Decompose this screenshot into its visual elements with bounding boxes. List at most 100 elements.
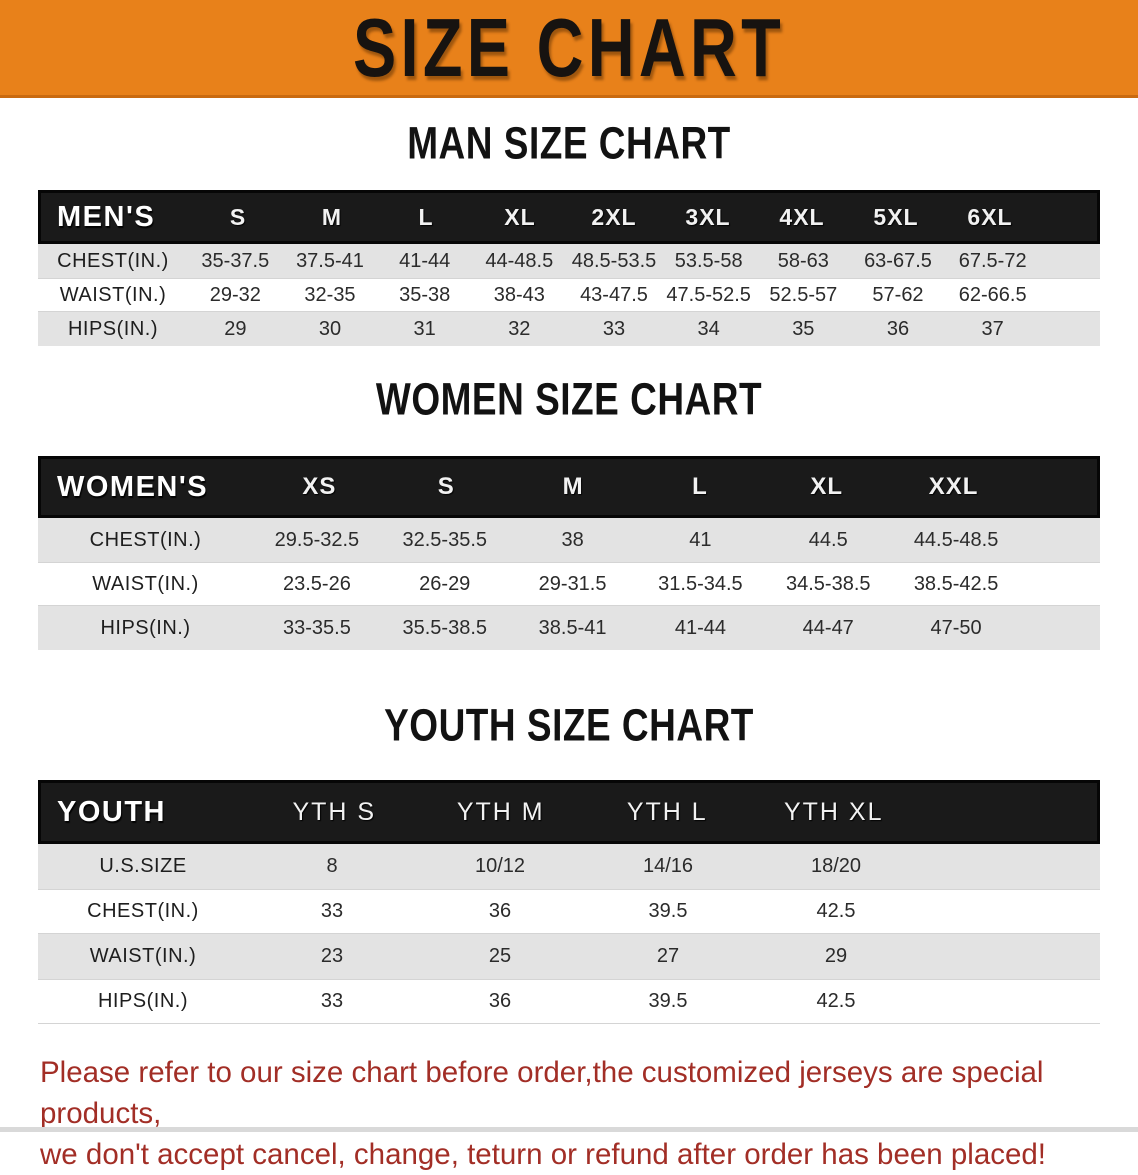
table-header-row: WOMEN'S XS S M L XL XXL — [38, 456, 1100, 518]
cell-value: 34 — [697, 317, 720, 340]
size-column-header: YTH L — [626, 797, 708, 826]
cell-value: 47.5-52.5 — [666, 283, 751, 306]
table-row: CHEST(IN.) 29.5-32.5 32.5-35.5 38 41 44.5 44.5… — [38, 518, 1100, 562]
cell-value: 32 — [508, 317, 531, 340]
size-column-header: YTH M — [456, 797, 545, 826]
cell-value: 39.5 — [648, 900, 688, 922]
cell-value: 57-62 — [872, 283, 924, 306]
table-row: WAIST(IN.) 23.5-26 26-29 29-31.5 31.5-34.5 34… — [38, 562, 1100, 606]
banner: SIZE CHART — [0, 0, 1138, 98]
cell-value: 48.5-53.5 — [571, 249, 657, 272]
size-column-header: M — [562, 473, 584, 500]
table-header-row: YOUTH YTH S YTH M YTH L YTH XL — [38, 780, 1100, 844]
cell-value: 31.5-34.5 — [658, 572, 743, 595]
table-row: HIPS(IN.) 33-35.5 35.5-38.5 38.5-41 41-44 44-… — [38, 606, 1100, 650]
row-label: HIPS(IN.) — [97, 990, 189, 1012]
cell-value: 44.5 — [808, 528, 848, 551]
size-column-header: XL — [504, 203, 536, 230]
cell-value: 43-47.5 — [580, 283, 648, 306]
cell-value: 39.5 — [648, 990, 688, 1012]
table-row: WAIST(IN.) 23 25 27 29 — [38, 934, 1100, 979]
cell-value: 36 — [488, 900, 512, 922]
row-label: WAIST(IN.) — [89, 945, 197, 967]
cell-value: 62-66.5 — [958, 283, 1027, 306]
cell-value: 44.5-48.5 — [913, 528, 999, 551]
disclaimer-line-1: Please refer to our size chart before or… — [40, 1056, 1044, 1130]
cell-value: 63-67.5 — [864, 249, 932, 272]
cell-value: 33 — [320, 990, 344, 1012]
table-row: U.S.SIZE 8 10/12 14/16 18/20 — [38, 844, 1100, 889]
disclaimer-line-2: we don't accept cancel, change, teturn o… — [40, 1138, 1046, 1171]
row-label: HIPS(IN.) — [100, 616, 191, 639]
table-group-label: WOMEN'S — [57, 470, 209, 503]
row-label: WAIST(IN.) — [59, 283, 167, 306]
cell-value: 33-35.5 — [282, 616, 351, 639]
cell-value: 25 — [488, 945, 512, 967]
women-size-table: WOMEN'S XS S M L XL XXL CHEST(IN.) 29.5-32.5 32.5… — [38, 456, 1100, 650]
table-row: WAIST(IN.) 29-32 32-35 35-38 38-43 43-47.5 47.… — [38, 278, 1100, 312]
size-column-header: L — [692, 473, 708, 500]
cell-value: 34.5-38.5 — [785, 572, 871, 595]
size-column-header: 3XL — [685, 203, 731, 230]
cell-value: 29 — [224, 317, 247, 340]
size-column-header: XL — [810, 473, 844, 500]
table-row: HIPS(IN.) 29 30 31 32 33 34 35 36 37 — [38, 312, 1100, 346]
cell-value: 23.5-26 — [282, 572, 351, 595]
table-row: CHEST(IN.) 33 36 39.5 42.5 — [38, 889, 1100, 934]
cell-value: 42.5 — [816, 990, 856, 1012]
row-label: CHEST(IN.) — [87, 900, 199, 922]
cell-value: 67.5-72 — [958, 249, 1027, 272]
cell-value: 35 — [792, 317, 815, 340]
cell-value: 33 — [602, 317, 626, 340]
size-column-header: 6XL — [967, 203, 1013, 230]
cell-value: 26-29 — [419, 572, 471, 595]
table-row: HIPS(IN.) 33 36 39.5 42.5 — [38, 979, 1100, 1024]
size-column-header: XXL — [928, 473, 979, 500]
table-group-label: MEN'S — [57, 200, 156, 233]
size-column-header: S — [437, 473, 455, 500]
size-column-header: 2XL — [591, 203, 637, 230]
cell-value: 33 — [320, 900, 344, 922]
men-size-table: MEN'S S M L XL 2XL 3XL 4XL 5XL 6XL CHEST(IN.) 35-37… — [38, 190, 1100, 346]
youth-size-section: YOUTH SIZE CHART YOUTH YTH S YTH M YTH L YTH… — [0, 700, 1138, 1024]
cell-value: 58-63 — [777, 249, 829, 272]
cell-value: 38 — [561, 528, 584, 551]
size-column-header: 5XL — [873, 203, 919, 230]
banner-title: SIZE CHART — [353, 1, 785, 94]
cell-value: 23 — [320, 945, 344, 967]
cell-value: 35-37.5 — [201, 249, 270, 272]
cell-value: 27 — [656, 945, 680, 967]
cell-value: 37.5-41 — [296, 249, 364, 272]
cell-value: 29 — [824, 945, 848, 967]
table-header-row: MEN'S S M L XL 2XL 3XL 4XL 5XL 6XL — [38, 190, 1100, 244]
cell-value: 41-44 — [399, 249, 451, 272]
row-label: CHEST(IN.) — [57, 249, 169, 272]
row-label: U.S.SIZE — [99, 855, 187, 877]
cell-value: 29.5-32.5 — [274, 528, 360, 551]
bottom-edge-strip — [0, 1127, 1138, 1132]
youth-size-table: YOUTH YTH S YTH M YTH L YTH XL U.S.SIZE 8 10/12… — [38, 780, 1100, 1024]
cell-value: 53.5-58 — [674, 249, 743, 272]
cell-value: 18/20 — [810, 855, 862, 877]
size-column-header: XS — [302, 473, 337, 500]
size-column-header: YTH XL — [783, 797, 884, 826]
size-column-header: M — [321, 203, 343, 230]
cell-value: 29-31.5 — [538, 572, 607, 595]
cell-value: 38.5-42.5 — [913, 572, 999, 595]
cell-value: 35-38 — [399, 283, 451, 306]
cell-value: 14/16 — [642, 855, 694, 877]
cell-value: 38.5-41 — [538, 616, 607, 639]
youth-section-title: YOUTH SIZE CHART — [384, 700, 754, 751]
size-column-header: YTH S — [292, 797, 377, 826]
cell-value: 44-47 — [802, 616, 854, 639]
men-size-section: MAN SIZE CHART MEN'S S M L XL 2XL 3XL 4XL 5XL 6XL… — [0, 118, 1138, 346]
disclaimer-note: Please refer to our size chart before or… — [40, 1052, 1138, 1175]
cell-value: 30 — [318, 317, 342, 340]
women-size-section: WOMEN SIZE CHART WOMEN'S XS S M L XL XXL CHEST(… — [0, 374, 1138, 650]
men-section-title: MAN SIZE CHART — [407, 118, 731, 169]
cell-value: 44-48.5 — [485, 249, 554, 272]
cell-value: 38-43 — [493, 283, 545, 306]
cell-value: 36 — [488, 990, 512, 1012]
size-column-header: L — [418, 203, 434, 230]
